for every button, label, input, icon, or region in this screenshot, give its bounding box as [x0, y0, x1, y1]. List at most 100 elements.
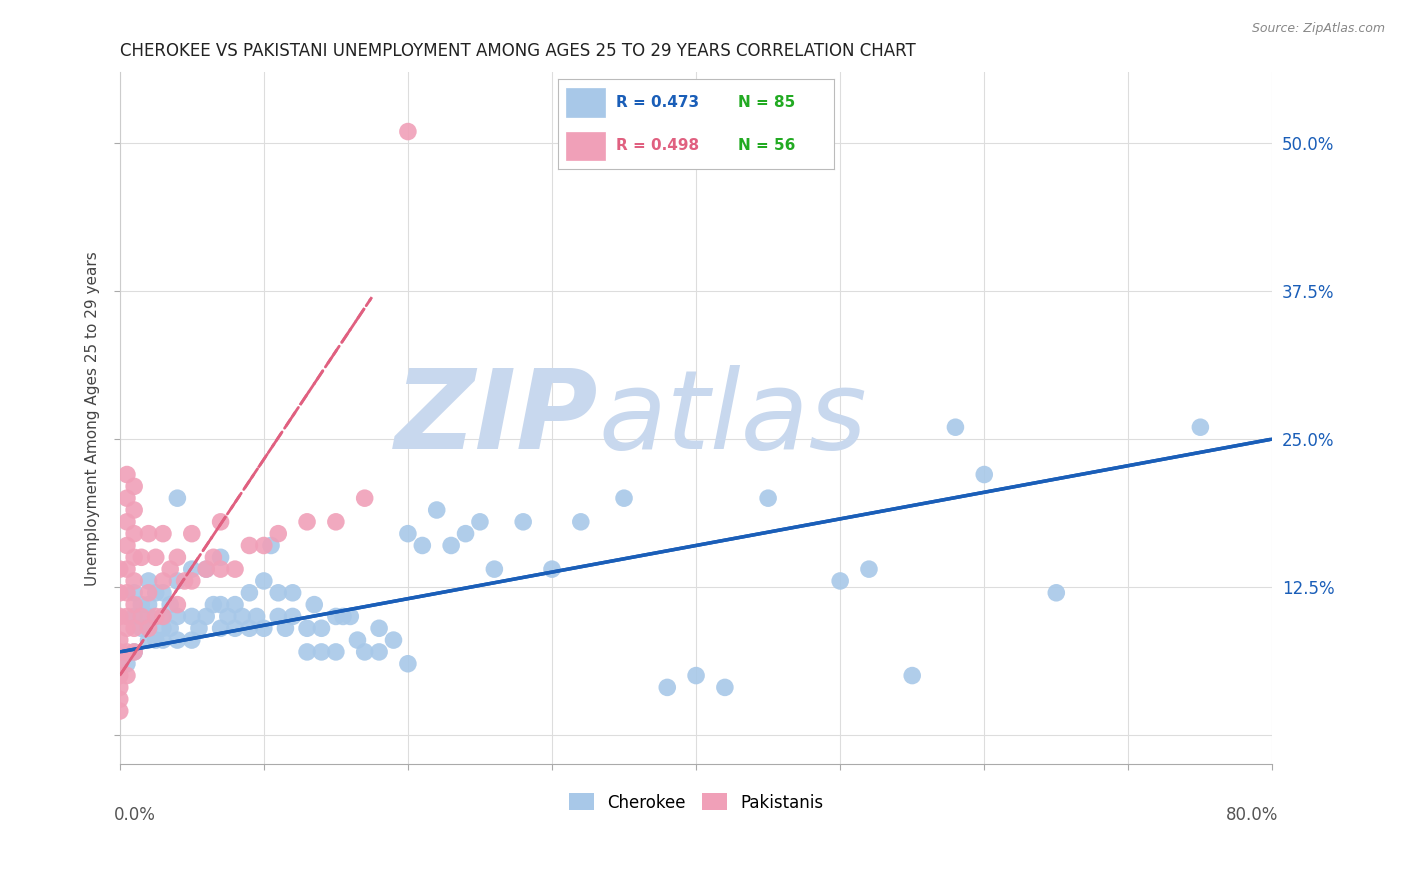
Point: [188, 621, 211, 635]
Point: [267, 586, 290, 600]
Point: [159, 598, 181, 612]
Point: [209, 562, 232, 576]
Point: [115, 645, 138, 659]
Point: [166, 550, 188, 565]
Point: [353, 645, 375, 659]
Point: [108, 657, 131, 671]
Point: [115, 668, 138, 682]
Point: [238, 586, 260, 600]
Point: [426, 503, 449, 517]
Point: [138, 586, 160, 600]
Point: [108, 586, 131, 600]
Point: [166, 609, 188, 624]
Point: [115, 515, 138, 529]
Text: 0.0%: 0.0%: [114, 805, 156, 824]
Point: [166, 598, 188, 612]
Point: [325, 515, 347, 529]
Point: [180, 574, 202, 588]
Point: [173, 574, 195, 588]
Point: [253, 539, 276, 553]
Point: [325, 645, 347, 659]
Point: [122, 574, 145, 588]
Point: [145, 550, 167, 565]
Point: [311, 621, 333, 635]
Point: [195, 609, 218, 624]
Point: [714, 681, 737, 695]
Point: [217, 609, 239, 624]
Point: [138, 574, 160, 588]
Text: CHEROKEE VS PAKISTANI UNEMPLOYMENT AMONG AGES 25 TO 29 YEARS CORRELATION CHART: CHEROKEE VS PAKISTANI UNEMPLOYMENT AMONG…: [120, 42, 915, 60]
Point: [180, 633, 202, 648]
Point: [115, 539, 138, 553]
Point: [138, 526, 160, 541]
Point: [238, 539, 260, 553]
Point: [231, 609, 253, 624]
Point: [396, 657, 419, 671]
Point: [122, 586, 145, 600]
Point: [945, 420, 967, 434]
Point: [224, 562, 246, 576]
Point: [411, 539, 433, 553]
Point: [224, 598, 246, 612]
Point: [281, 609, 304, 624]
Point: [115, 657, 138, 671]
Point: [180, 526, 202, 541]
Point: [122, 645, 145, 659]
Text: Source: ZipAtlas.com: Source: ZipAtlas.com: [1251, 22, 1385, 36]
Point: [138, 598, 160, 612]
Point: [108, 668, 131, 682]
Y-axis label: Unemployment Among Ages 25 to 29 years: Unemployment Among Ages 25 to 29 years: [86, 251, 100, 586]
Text: 80.0%: 80.0%: [1226, 805, 1278, 824]
Point: [224, 621, 246, 635]
Point: [108, 562, 131, 576]
Point: [131, 609, 153, 624]
Point: [368, 621, 391, 635]
Point: [295, 515, 318, 529]
Point: [311, 645, 333, 659]
Point: [512, 515, 534, 529]
Point: [138, 621, 160, 635]
Point: [613, 491, 636, 505]
Point: [209, 598, 232, 612]
Point: [131, 621, 153, 635]
Point: [145, 609, 167, 624]
Point: [115, 491, 138, 505]
Point: [159, 562, 181, 576]
Point: [346, 633, 368, 648]
Point: [484, 562, 506, 576]
Point: [295, 621, 318, 635]
Point: [332, 609, 354, 624]
Point: [901, 668, 924, 682]
Point: [238, 621, 260, 635]
Point: [152, 586, 174, 600]
Point: [209, 621, 232, 635]
Point: [122, 645, 145, 659]
Point: [209, 515, 232, 529]
Point: [267, 526, 290, 541]
Point: [295, 645, 318, 659]
Point: [166, 491, 188, 505]
Point: [382, 633, 405, 648]
Point: [569, 515, 592, 529]
Point: [195, 562, 218, 576]
Point: [138, 621, 160, 635]
Point: [454, 526, 477, 541]
Point: [138, 633, 160, 648]
Point: [108, 681, 131, 695]
Point: [152, 526, 174, 541]
Point: [122, 609, 145, 624]
Point: [353, 491, 375, 505]
Point: [281, 586, 304, 600]
Point: [152, 633, 174, 648]
Point: [202, 598, 225, 612]
Point: [115, 609, 138, 624]
Point: [108, 645, 131, 659]
Point: [858, 562, 880, 576]
Point: [122, 621, 145, 635]
Point: [108, 609, 131, 624]
Point: [246, 609, 269, 624]
Point: [131, 598, 153, 612]
Point: [274, 621, 297, 635]
Point: [152, 609, 174, 624]
Point: [260, 539, 283, 553]
